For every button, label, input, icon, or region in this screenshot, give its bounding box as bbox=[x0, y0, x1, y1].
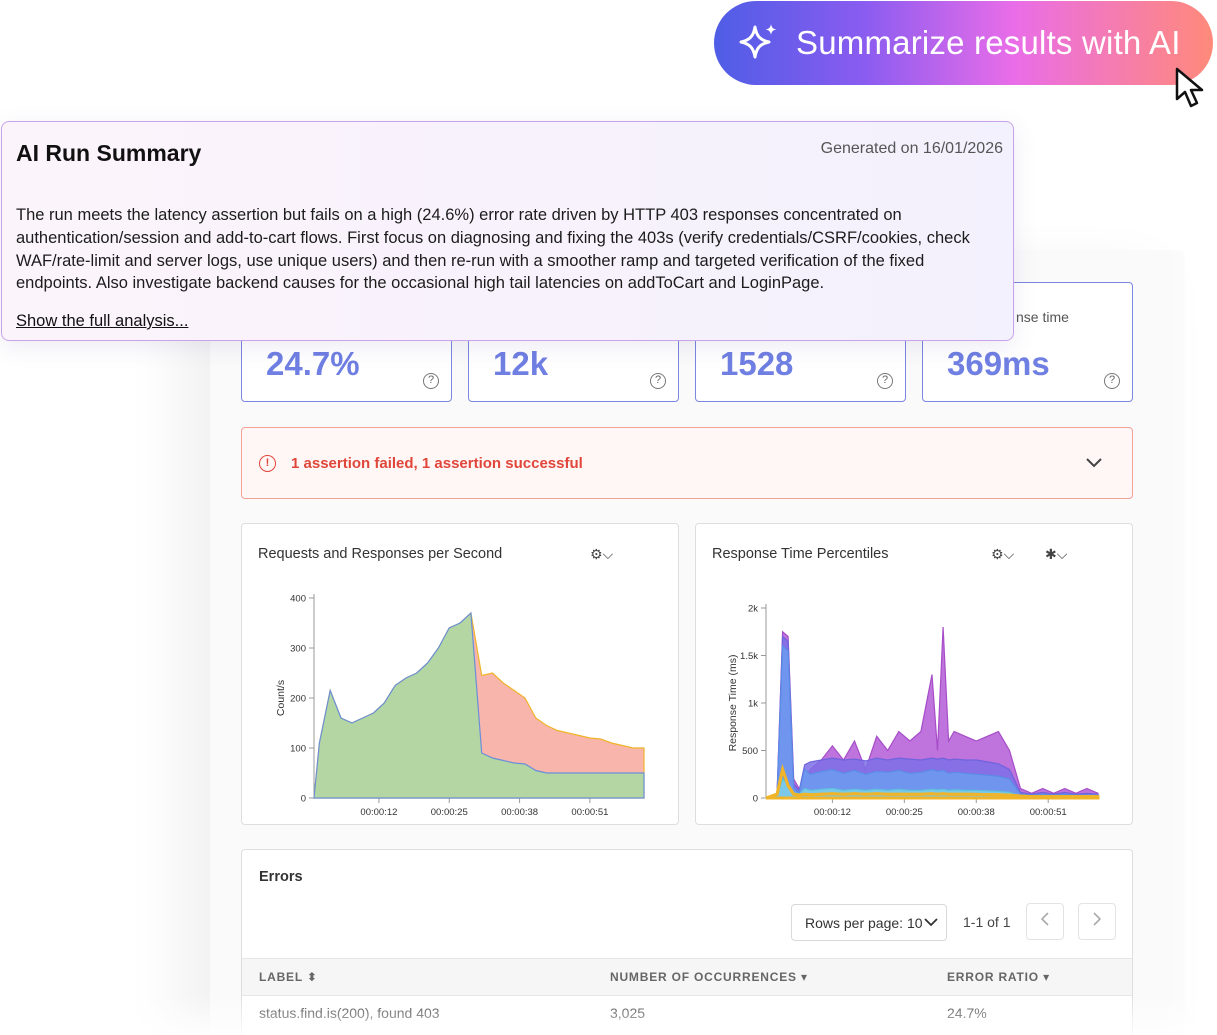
requests-responses-chart: 0 100 200 300 400 00:00:12 00:00:25 00:00:38 00:… bbox=[275, 594, 645, 818]
warning-icon: ! bbox=[259, 455, 276, 472]
assertion-summary-text: 1 assertion failed, 1 assertion successf… bbox=[291, 455, 583, 472]
gear-icon: ⚙ bbox=[590, 546, 603, 562]
previous-page-button[interactable] bbox=[1026, 903, 1064, 940]
column-header-label[interactable]: LABEL ⬍ bbox=[259, 970, 318, 984]
x-tick-label: 00:00:25 bbox=[431, 807, 468, 818]
chart-settings-control[interactable]: ⚙⌵ bbox=[590, 546, 613, 563]
x-tick-label: 00:00:51 bbox=[571, 807, 608, 818]
chart-title: Response Time Percentiles bbox=[712, 546, 889, 562]
y-tick-label: 0 bbox=[301, 794, 306, 805]
y-axis-label: Count/s bbox=[275, 680, 287, 716]
chevron-down-icon bbox=[924, 918, 938, 927]
column-header-error-ratio[interactable]: ERROR RATIO ▾ bbox=[947, 970, 1050, 984]
sort-icon: ⬍ bbox=[306, 970, 318, 984]
assertion-alert[interactable]: ! 1 assertion failed, 1 assertion succes… bbox=[241, 427, 1133, 499]
summarize-button-label: Summarize results with AI bbox=[796, 24, 1181, 61]
x-tick-label: 00:00:12 bbox=[814, 807, 851, 818]
summarize-with-ai-button[interactable]: Summarize results with AI bbox=[714, 1, 1213, 85]
gear-icon: ⚙ bbox=[991, 546, 1004, 562]
column-header-text: NUMBER OF OCCURRENCES bbox=[610, 970, 797, 984]
metric-label: nse time bbox=[1016, 309, 1069, 325]
pagination-range: 1-1 of 1 bbox=[963, 914, 1011, 930]
rows-per-page-label: Rows per page: 10 bbox=[805, 915, 923, 931]
y-tick-label: 100 bbox=[290, 744, 306, 755]
metric-value: 1528 bbox=[720, 345, 794, 382]
y-tick-label: 0 bbox=[753, 794, 758, 805]
metric-value: 24.7% bbox=[266, 345, 360, 382]
y-tick-label: 1k bbox=[748, 699, 758, 710]
mouse-pointer-icon bbox=[1175, 67, 1204, 108]
summary-generated-date: Generated on 16/01/2026 bbox=[820, 140, 1003, 157]
error-row-count: 3,025 bbox=[610, 1005, 646, 1021]
errors-panel: Errors Rows per page: 10 1-1 of 1 LABEL … bbox=[241, 849, 1133, 1035]
summary-body: The run meets the latency assertion but … bbox=[16, 206, 970, 293]
series-area-responses-ok bbox=[313, 611, 645, 799]
response-time-percentiles-panel: Response Time Percentiles ⚙⌵ ✱⌵ 0 500 1k 1.… bbox=[695, 523, 1133, 825]
chevron-down-icon: ⌵ bbox=[602, 546, 614, 562]
chevron-left-icon bbox=[1040, 912, 1049, 926]
x-tick-label: 00:00:38 bbox=[958, 807, 995, 818]
x-tick-label: 00:00:51 bbox=[1030, 807, 1067, 818]
help-icon[interactable]: ? bbox=[877, 373, 893, 389]
chevron-down-icon: ⌵ bbox=[1056, 546, 1068, 562]
sort-desc-icon: ▾ bbox=[1043, 970, 1050, 984]
y-tick-label: 2k bbox=[748, 604, 758, 615]
requests-responses-chart-panel: Requests and Responses per Second ⚙⌵ 0 10… bbox=[241, 523, 679, 825]
error-row-label: status.find.is(200), found 403 bbox=[259, 1005, 440, 1021]
response-time-chart: 0 500 1k 1.5k 2k 00:00:12 00:00:25 00:00:38 00:0… bbox=[727, 604, 1100, 818]
percentile-selector-control[interactable]: ✱⌵ bbox=[1045, 546, 1067, 563]
sparkle-icon bbox=[739, 24, 777, 59]
help-icon[interactable]: ? bbox=[650, 373, 666, 389]
chevron-down-icon[interactable] bbox=[1084, 452, 1104, 472]
asterisk-icon: ✱ bbox=[1045, 546, 1057, 562]
error-row-ratio: 24.7% bbox=[947, 1005, 987, 1021]
sort-desc-icon: ▾ bbox=[800, 970, 808, 984]
help-icon[interactable]: ? bbox=[423, 373, 439, 389]
metric-value: 369ms bbox=[947, 345, 1050, 382]
chart-title: Requests and Responses per Second bbox=[258, 546, 503, 562]
series-area-p90 bbox=[765, 644, 1099, 799]
series-area-p95 bbox=[765, 635, 1099, 799]
dashboard-edge-fade bbox=[1165, 250, 1217, 1035]
chevron-right-icon bbox=[1093, 912, 1102, 926]
column-header-occurrences[interactable]: NUMBER OF OCCURRENCES ▾ bbox=[610, 970, 808, 984]
metric-value: 12k bbox=[493, 345, 549, 382]
y-tick-label: 500 bbox=[742, 746, 758, 757]
show-full-analysis-link[interactable]: Show the full analysis... bbox=[16, 312, 189, 330]
errors-title: Errors bbox=[259, 869, 303, 885]
column-header-text: ERROR RATIO bbox=[947, 970, 1039, 984]
chart-settings-control[interactable]: ⚙⌵ bbox=[991, 546, 1014, 563]
x-tick-label: 00:00:38 bbox=[501, 807, 538, 818]
column-header-text: LABEL bbox=[259, 970, 303, 984]
chevron-down-icon: ⌵ bbox=[1003, 546, 1015, 562]
y-tick-label: 1.5k bbox=[740, 651, 758, 662]
summary-title: AI Run Summary bbox=[16, 140, 202, 166]
y-axis-label: Response Time (ms) bbox=[727, 655, 739, 752]
ai-run-summary-panel: AI Run Summary Generated on 16/01/2026 T… bbox=[1, 121, 1014, 341]
next-page-button[interactable] bbox=[1078, 903, 1116, 940]
x-tick-label: 00:00:25 bbox=[886, 807, 923, 818]
x-tick-label: 00:00:12 bbox=[360, 807, 397, 818]
y-tick-label: 300 bbox=[290, 644, 306, 655]
y-tick-label: 200 bbox=[290, 694, 306, 705]
series-line-avg bbox=[765, 763, 1098, 800]
errors-table-header: LABEL ⬍ NUMBER OF OCCURRENCES ▾ ERROR RA… bbox=[242, 958, 1132, 996]
rows-per-page-select[interactable]: Rows per page: 10 bbox=[791, 904, 947, 941]
help-icon[interactable]: ? bbox=[1104, 373, 1120, 389]
y-tick-label: 400 bbox=[290, 594, 306, 605]
